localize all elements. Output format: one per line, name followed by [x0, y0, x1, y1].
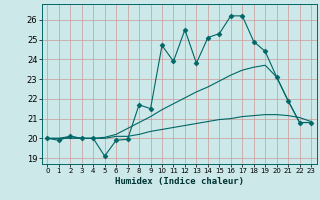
X-axis label: Humidex (Indice chaleur): Humidex (Indice chaleur) — [115, 177, 244, 186]
